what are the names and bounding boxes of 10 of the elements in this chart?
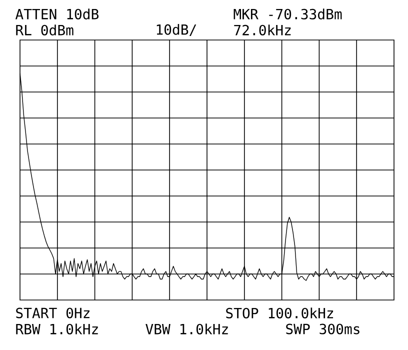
text: START 0Hz [16, 308, 90, 318]
text: MKR -70.33dBm [234, 8, 342, 20]
text: ATTEN 10dB [15, 8, 99, 20]
text: SWP 300ms [286, 324, 360, 334]
text: 72.0kHz [234, 24, 291, 36]
text: RL 0dBm [16, 24, 74, 36]
text: 10dB/ [156, 24, 196, 36]
text: RBW 1.0kHz [16, 324, 98, 334]
text: VBW 1.0kHz [146, 324, 228, 334]
text: STOP 100.0kHz [226, 308, 334, 318]
